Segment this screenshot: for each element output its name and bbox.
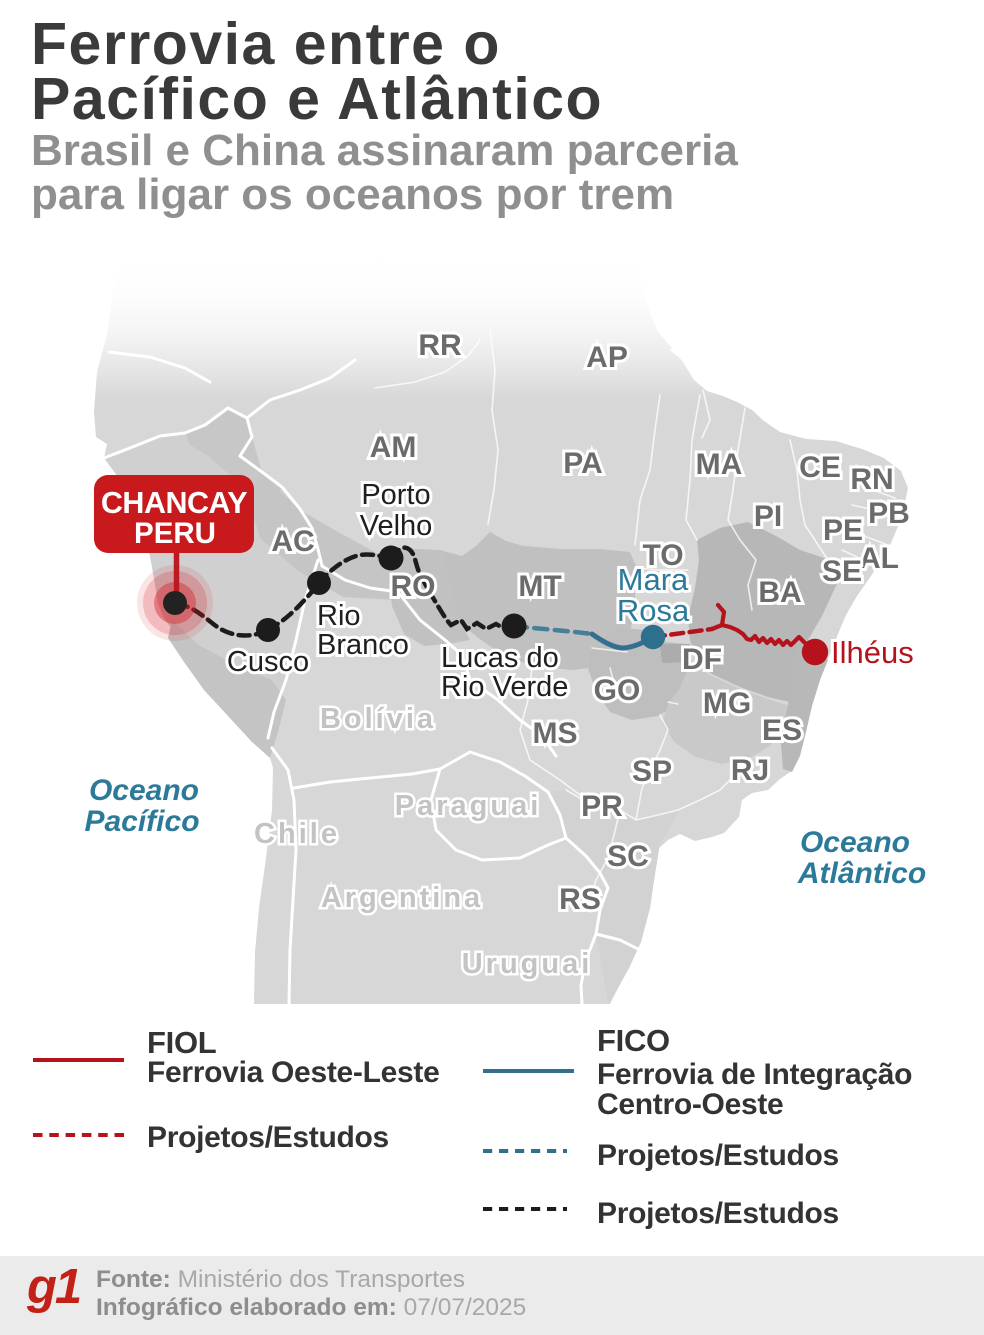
svg-text:AM: AM [370,431,417,464]
svg-text:MA: MA [696,448,743,481]
svg-text:PERU: PERU [134,517,216,550]
svg-text:SE: SE [822,555,862,588]
svg-text:Velho: Velho [360,510,433,542]
svg-text:RN: RN [850,463,893,496]
svg-text:DF: DF [682,643,722,676]
svg-text:Chile: Chile [254,818,340,850]
svg-text:Pacífico: Pacífico [84,805,199,838]
svg-text:PI: PI [754,500,782,533]
svg-text:MT: MT [518,570,561,603]
svg-text:CE: CE [799,451,841,484]
svg-text:GO: GO [594,674,641,707]
svg-text:Bolívia: Bolívia [320,703,436,735]
svg-text:AL: AL [859,542,899,575]
svg-text:AP: AP [586,341,628,374]
svg-text:RS: RS [559,883,601,916]
svg-text:Mara: Mara [618,562,689,597]
svg-text:Oceano: Oceano [89,774,199,807]
svg-text:Atlântico: Atlântico [797,857,926,890]
svg-text:RR: RR [418,329,462,362]
svg-text:Paraguai: Paraguai [395,790,542,822]
svg-text:SP: SP [632,755,672,788]
svg-text:Ilhéus: Ilhéus [831,635,914,670]
svg-text:RO: RO [391,570,436,603]
svg-text:AC: AC [271,525,314,558]
svg-text:RJ: RJ [731,754,769,787]
svg-text:Rosa: Rosa [617,593,690,628]
svg-text:PA: PA [563,447,602,480]
svg-text:PR: PR [581,790,623,823]
svg-text:BA: BA [758,576,801,609]
svg-text:TO: TO [642,539,683,572]
svg-text:Uruguai: Uruguai [462,948,593,980]
svg-text:MG: MG [703,687,751,720]
svg-text:Cusco: Cusco [227,646,309,678]
svg-text:SC: SC [607,840,649,873]
svg-text:Lucas do: Lucas do [441,642,559,674]
svg-text:Oceano: Oceano [800,826,910,859]
svg-text:Porto: Porto [361,479,430,511]
svg-text:Argentina: Argentina [321,882,483,914]
svg-text:ES: ES [762,714,802,747]
svg-text:PE: PE [823,514,863,547]
svg-text:Rio Verde: Rio Verde [441,671,568,703]
svg-text:Branco: Branco [317,629,409,661]
svg-text:PB: PB [868,497,910,530]
svg-text:Rio: Rio [317,600,361,632]
svg-text:MS: MS [533,717,578,750]
svg-text:CHANCAY: CHANCAY [101,486,247,520]
